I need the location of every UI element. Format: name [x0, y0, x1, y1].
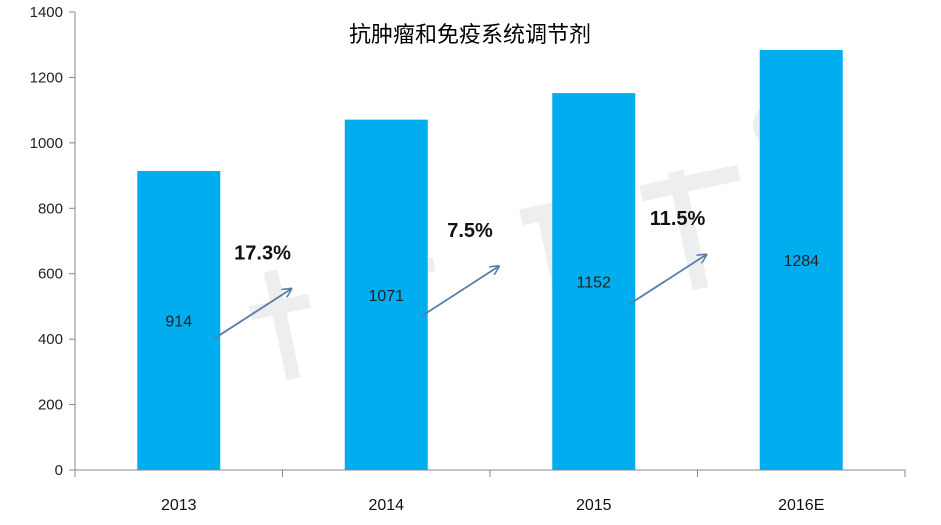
growth-label: 7.5% — [447, 220, 493, 242]
y-tick-label: 1000 — [30, 135, 63, 152]
y-tick-label: 0 — [55, 462, 63, 479]
chart-title: 抗肿瘤和免疫系统调节剂 — [349, 23, 591, 48]
y-tick-label: 1200 — [30, 69, 63, 86]
growth-label: 17.3% — [234, 242, 291, 264]
x-tick-label: 2014 — [368, 497, 404, 514]
y-tick-label: 400 — [38, 331, 63, 348]
x-tick-label: 2016E — [778, 497, 824, 514]
growth-label: 11.5% — [650, 208, 706, 230]
x-tick-label: 2015 — [576, 497, 612, 514]
bar-value-label: 914 — [165, 313, 192, 330]
watermark — [249, 103, 797, 380]
bar-value-label: 1071 — [368, 288, 404, 305]
plot-area: 0 200 400 600 800 1000 1200 1400 914 2013 1071 2014… — [30, 4, 905, 514]
bar-value-label: 1152 — [577, 275, 612, 292]
x-tick-label: 2013 — [161, 497, 197, 514]
growth-arrow — [422, 267, 498, 316]
y-tick-label: 1400 — [30, 4, 63, 21]
bar-value-label: 1284 — [783, 253, 819, 270]
y-tick-label: 600 — [38, 266, 63, 283]
y-tick-label: 800 — [38, 200, 63, 217]
y-tick-label: 200 — [38, 397, 63, 414]
